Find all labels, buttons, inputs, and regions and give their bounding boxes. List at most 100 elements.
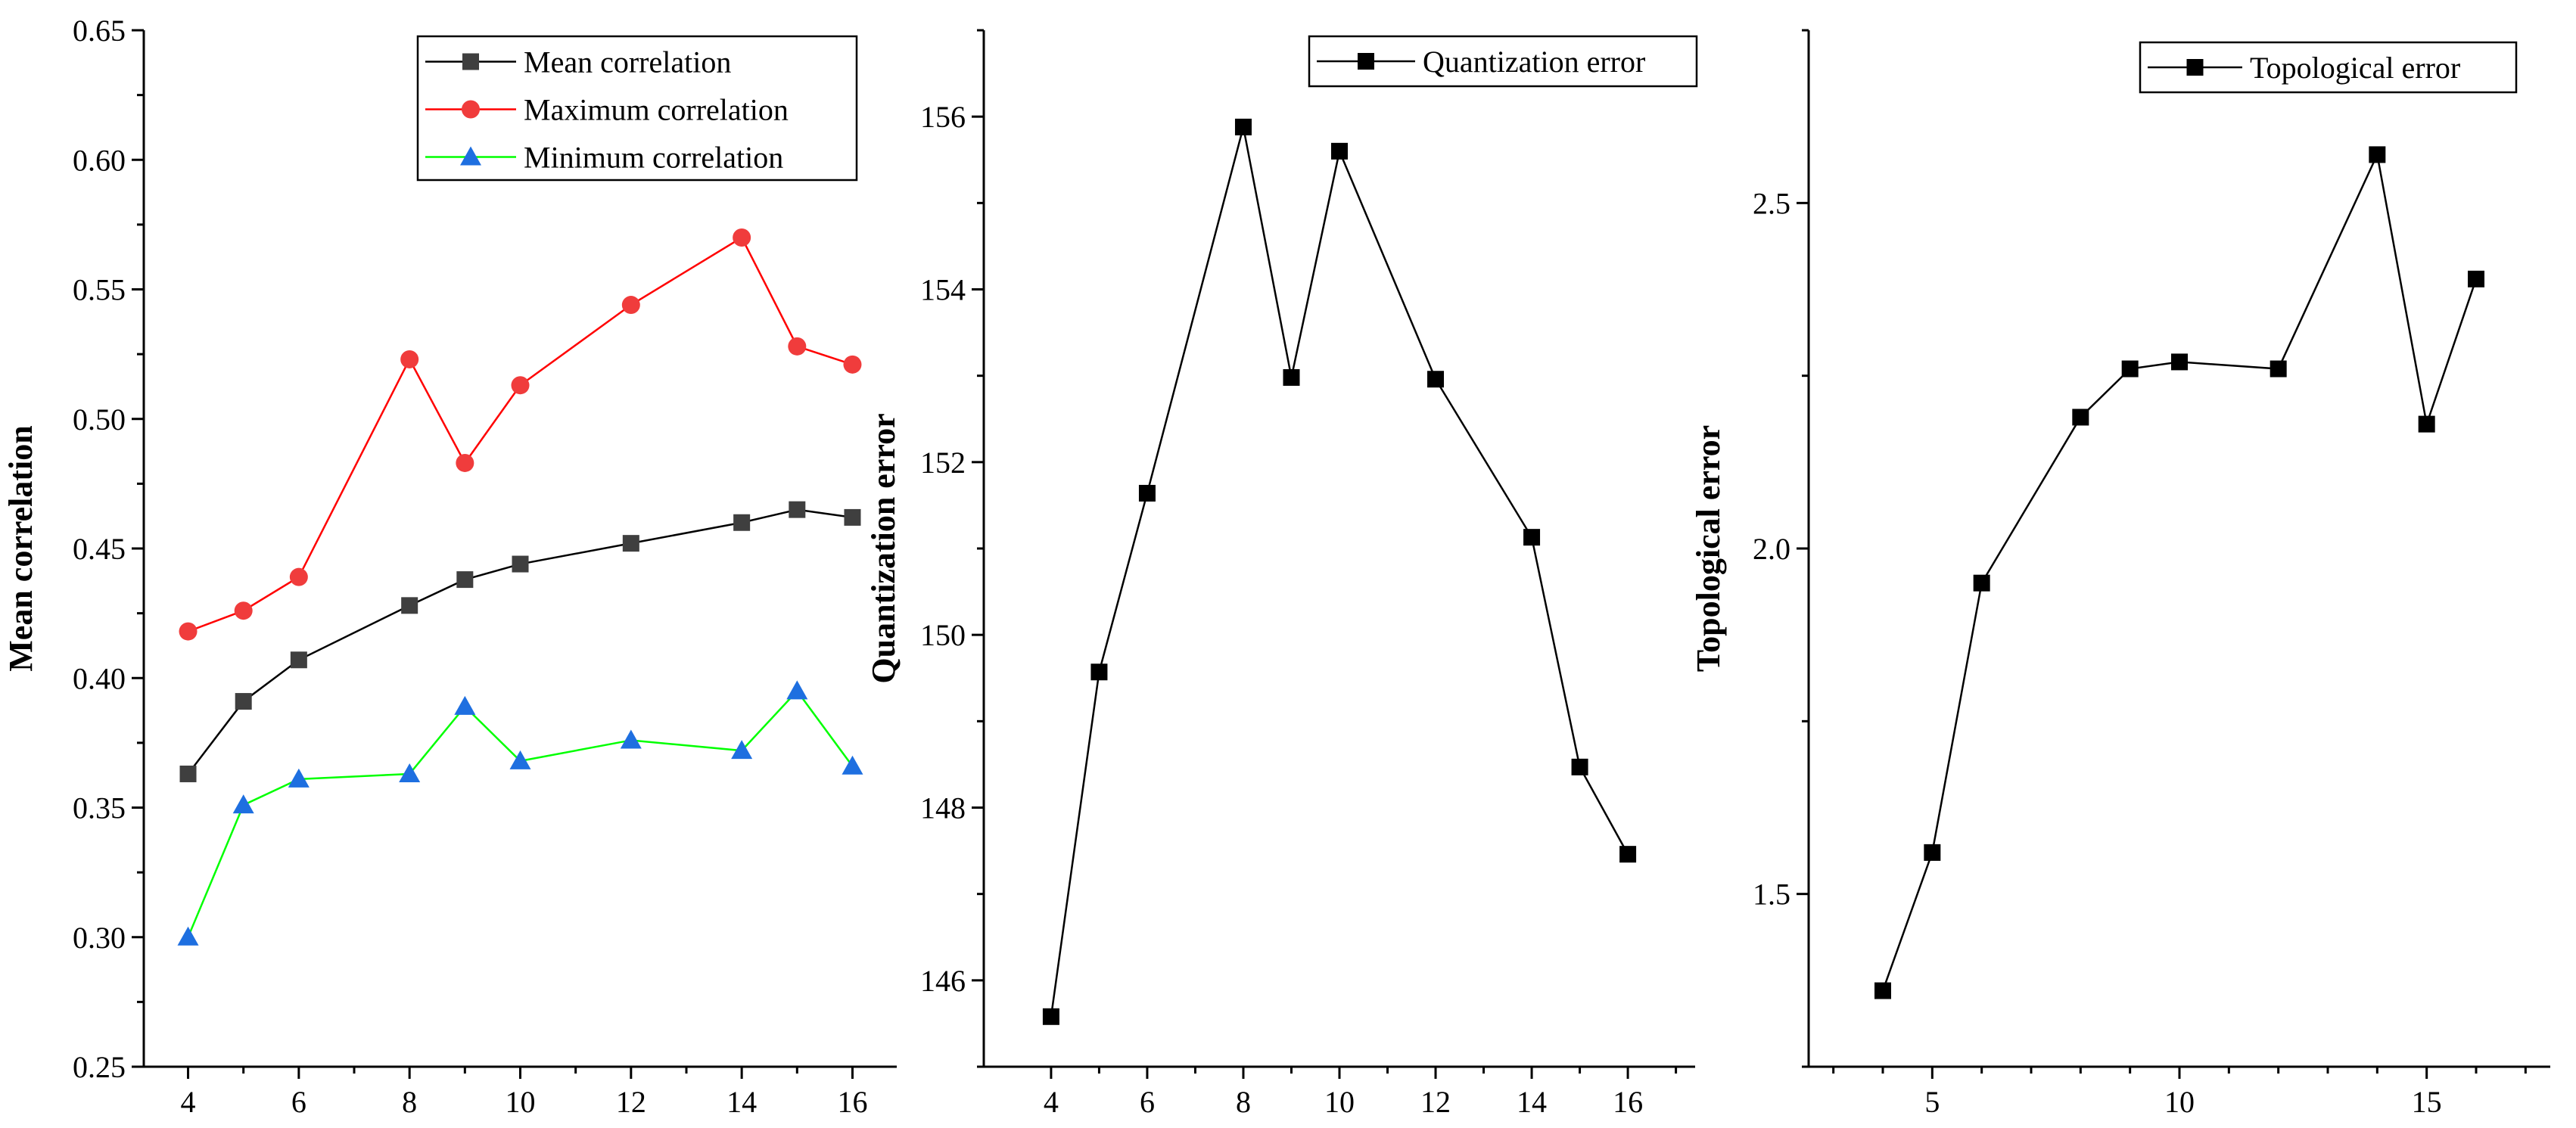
data-point — [1619, 846, 1637, 863]
data-point — [789, 501, 806, 518]
x-tick-label: 4 — [1044, 1085, 1059, 1119]
y-tick-label: 2.0 — [1753, 532, 1790, 566]
data-point — [1090, 663, 1108, 681]
legend: Topological error — [2139, 41, 2518, 94]
data-point — [2171, 353, 2188, 371]
data-point — [1427, 371, 1445, 388]
data-point — [234, 601, 253, 620]
data-point — [1874, 982, 1891, 999]
chart-panel-2: 146 148 150 152 154 156 4 6 8 10 12 14 16 Quantizatio… — [865, 29, 1698, 1119]
data-point — [788, 337, 807, 356]
data-point — [842, 755, 863, 775]
data-point — [843, 355, 862, 374]
series-line — [187, 508, 853, 775]
y-tick-label: 150 — [920, 618, 966, 652]
data-point — [1283, 368, 1300, 386]
data-point — [179, 765, 197, 782]
y-tick-label: 0.50 — [73, 402, 126, 437]
y-tick-label: 0.55 — [73, 273, 126, 307]
data-point — [235, 693, 252, 710]
data-point — [509, 750, 531, 769]
data-point — [786, 680, 808, 700]
legend-marker — [2186, 59, 2204, 76]
legend-label: Mean correlation — [524, 45, 731, 79]
data-point — [733, 228, 751, 247]
data-point — [400, 350, 419, 368]
series-line — [188, 236, 853, 632]
y-tick-label: 0.25 — [73, 1050, 126, 1084]
data-point — [401, 597, 418, 614]
x-tick-label: 15 — [2412, 1085, 2442, 1119]
y-axis-title: Topological error — [1690, 425, 1727, 672]
data-point — [1234, 118, 1252, 135]
data-point — [622, 535, 639, 552]
x-tick-label: 14 — [1517, 1085, 1547, 1119]
legend-label: Minimum correlation — [524, 141, 783, 175]
series-line — [187, 689, 854, 938]
data-point — [1042, 1008, 1059, 1025]
legend-marker — [462, 100, 480, 119]
x-tick-label: 10 — [506, 1085, 536, 1119]
data-point — [731, 740, 753, 760]
data-point — [621, 296, 640, 315]
x-tick-label: 8 — [402, 1085, 417, 1119]
y-tick-label: 152 — [920, 446, 966, 480]
y-tick-label: 0.40 — [73, 661, 126, 695]
y-tick-label: 0.45 — [73, 532, 126, 566]
data-point — [177, 926, 199, 946]
legend-label: Maximum correlation — [524, 93, 789, 127]
y-tick-label: 146 — [920, 964, 966, 998]
data-point — [2072, 409, 2089, 426]
x-tick-label: 5 — [1924, 1085, 1940, 1119]
data-point — [1571, 758, 1588, 775]
legend: Quantization error — [1308, 35, 1698, 88]
series-2 — [179, 228, 862, 641]
data-point — [2418, 415, 2435, 433]
series-1 — [179, 501, 861, 782]
x-tick-label: 4 — [181, 1085, 196, 1119]
y-tick-label: 0.30 — [73, 921, 126, 955]
data-point — [1331, 142, 1348, 160]
y-axis-title: Mean correlation — [2, 425, 39, 671]
series-3 — [177, 680, 863, 946]
y-tick-label: 0.35 — [73, 791, 126, 825]
data-point — [288, 768, 310, 788]
data-point — [290, 651, 307, 669]
data-point — [454, 695, 476, 715]
y-axis-title: Quantization error — [865, 413, 902, 683]
y-tick-label: 148 — [920, 791, 966, 825]
legend-label: Topological error — [2250, 51, 2460, 85]
x-tick-label: 8 — [1236, 1085, 1251, 1119]
data-point — [2121, 360, 2139, 378]
data-point — [1138, 484, 1156, 502]
data-point — [2468, 270, 2484, 287]
x-tick-label: 12 — [616, 1085, 646, 1119]
x-tick-label: 6 — [1140, 1085, 1155, 1119]
data-point — [733, 514, 751, 531]
data-point — [2369, 146, 2386, 163]
y-tick-label: 0.65 — [73, 14, 126, 48]
legend: Mean correlation Maximum correlation Minim… — [416, 35, 858, 182]
chart-panel-3: 1.5 2.0 2.5 5 10 15 Topological error Topologic… — [1690, 29, 2550, 1119]
y-tick-label: 1.5 — [1753, 878, 1790, 912]
data-point — [1973, 574, 1990, 592]
data-point — [620, 729, 642, 749]
x-tick-label: 14 — [726, 1085, 757, 1119]
series-1 — [1874, 146, 2484, 999]
x-tick-label: 12 — [1420, 1085, 1451, 1119]
series-line — [1881, 151, 2478, 991]
x-tick-label: 16 — [837, 1085, 867, 1119]
data-point — [456, 571, 474, 589]
y-tick-label: 0.60 — [73, 143, 126, 177]
series-1 — [1042, 118, 1637, 1025]
y-tick-label: 2.5 — [1753, 186, 1790, 220]
data-point — [2270, 360, 2287, 378]
y-tick-label: 154 — [920, 273, 966, 307]
data-point — [179, 622, 198, 641]
chart-panel-1: 0.25 0.30 0.35 0.40 0.45 0.50 0.55 0.60 0.65 4 6 8 1… — [2, 14, 897, 1119]
data-point — [289, 567, 308, 586]
x-tick-label: 16 — [1613, 1085, 1643, 1119]
data-point — [232, 794, 254, 814]
x-tick-label: 6 — [291, 1085, 306, 1119]
